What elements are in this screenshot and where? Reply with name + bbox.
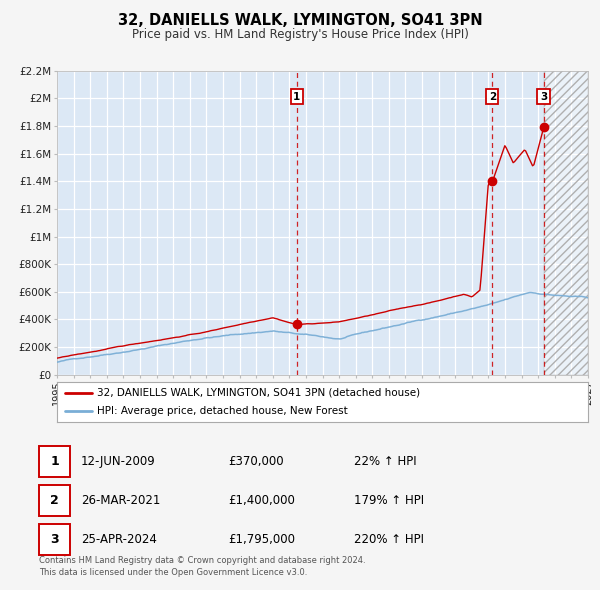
Text: 1: 1 [50,455,59,468]
Text: 2: 2 [50,494,59,507]
Text: £1,795,000: £1,795,000 [228,533,295,546]
Text: 22% ↑ HPI: 22% ↑ HPI [354,455,416,468]
Text: 32, DANIELLS WALK, LYMINGTON, SO41 3PN: 32, DANIELLS WALK, LYMINGTON, SO41 3PN [118,13,482,28]
Text: 179% ↑ HPI: 179% ↑ HPI [354,494,424,507]
Text: 32, DANIELLS WALK, LYMINGTON, SO41 3PN (detached house): 32, DANIELLS WALK, LYMINGTON, SO41 3PN (… [97,388,420,398]
Text: 3: 3 [540,91,547,101]
Text: 25-APR-2024: 25-APR-2024 [81,533,157,546]
Text: HPI: Average price, detached house, New Forest: HPI: Average price, detached house, New … [97,406,347,416]
Text: Contains HM Land Registry data © Crown copyright and database right 2024.
This d: Contains HM Land Registry data © Crown c… [39,556,365,577]
Text: 220% ↑ HPI: 220% ↑ HPI [354,533,424,546]
Text: Price paid vs. HM Land Registry's House Price Index (HPI): Price paid vs. HM Land Registry's House … [131,28,469,41]
Text: £370,000: £370,000 [228,455,284,468]
Text: 12-JUN-2009: 12-JUN-2009 [81,455,156,468]
Text: 26-MAR-2021: 26-MAR-2021 [81,494,160,507]
Text: 3: 3 [50,533,59,546]
Text: £1,400,000: £1,400,000 [228,494,295,507]
Text: 2: 2 [488,91,496,101]
Text: 1: 1 [293,91,301,101]
